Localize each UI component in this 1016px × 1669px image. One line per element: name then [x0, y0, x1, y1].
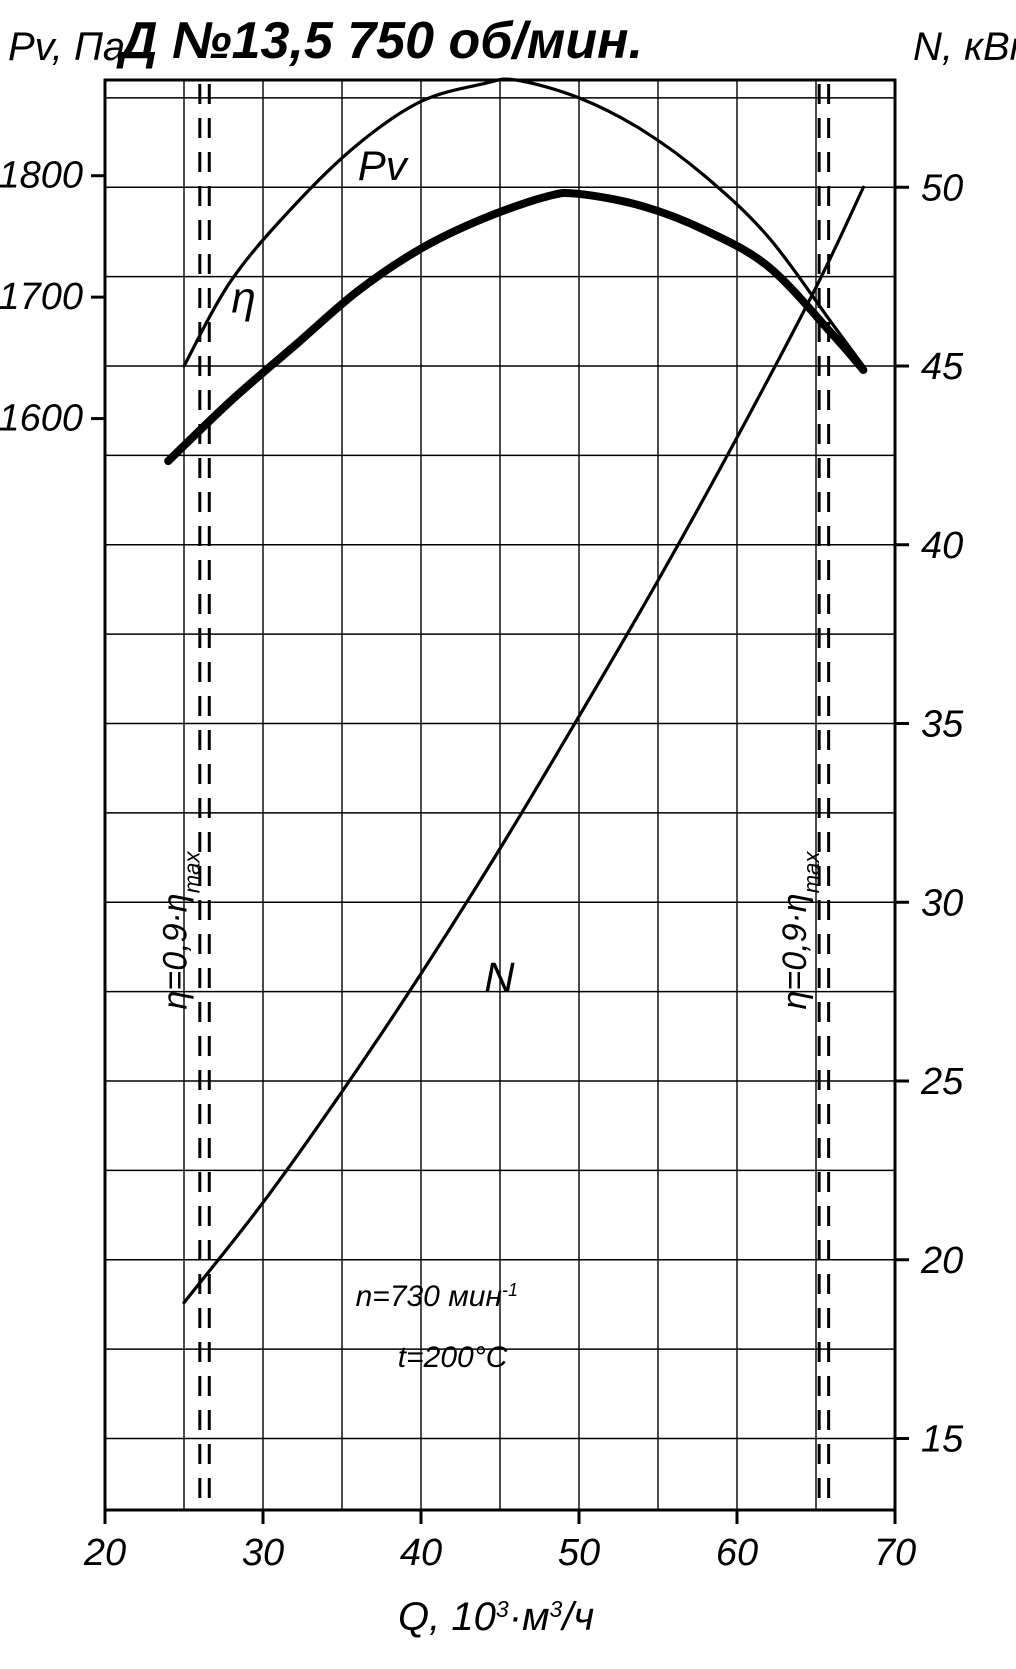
x-tick-label: 60: [716, 1532, 758, 1574]
yleft-tick-label: 1600: [0, 398, 83, 440]
yright-tick-label: 30: [921, 882, 963, 924]
yright-tick-label: 45: [921, 346, 964, 388]
x-tick-label: 50: [558, 1532, 600, 1574]
yright-tick-label: 25: [920, 1061, 964, 1103]
curve-eta-label: η: [231, 273, 255, 322]
curve-n-label: N: [484, 954, 515, 1001]
curve-pv-label: Pv: [358, 142, 410, 189]
yright-tick-label: 15: [921, 1419, 964, 1461]
annotation-n: n=730 мин-1: [356, 1280, 518, 1313]
yright-tick-label: 50: [921, 167, 963, 209]
yright-tick-label: 20: [920, 1240, 963, 1282]
yright-tick-label: 35: [921, 704, 964, 746]
annotation-t: t=200°C: [398, 1341, 508, 1374]
yleft-label: Pv, Па: [8, 25, 125, 69]
x-tick-label: 20: [83, 1532, 126, 1574]
yright-tick-label: 40: [921, 525, 963, 567]
chart-title: Д №13,5 750 об/мин.: [116, 12, 643, 70]
yleft-tick-label: 1700: [0, 276, 83, 318]
x-tick-label: 70: [874, 1532, 916, 1574]
x-tick-label: 40: [400, 1532, 442, 1574]
x-tick-label: 30: [242, 1532, 284, 1574]
yleft-tick-label: 1800: [0, 155, 83, 197]
yright-label: N, кВт: [913, 25, 1016, 69]
